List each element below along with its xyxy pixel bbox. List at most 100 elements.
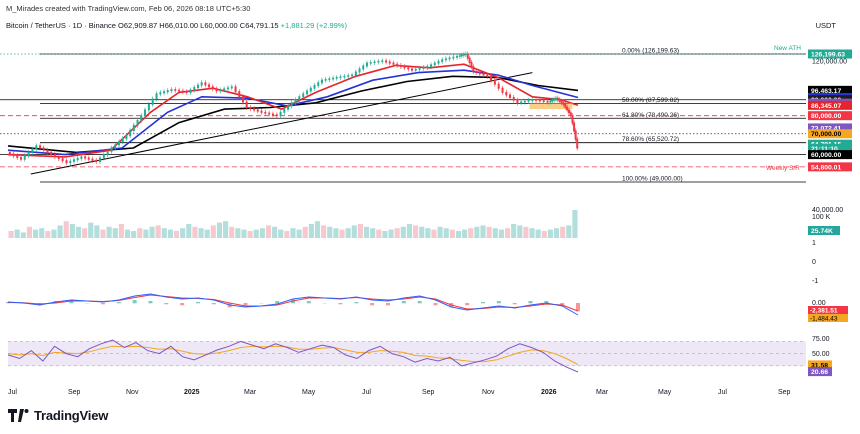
volume-bar xyxy=(39,228,45,238)
volume-bar xyxy=(137,228,143,238)
candle-body xyxy=(19,156,22,160)
candle-body xyxy=(313,84,316,89)
candle-body xyxy=(170,89,173,92)
price-axis-badge xyxy=(808,123,852,133)
price-axis-badge xyxy=(808,129,852,139)
candle-body xyxy=(241,96,244,103)
volume-bar xyxy=(210,225,216,238)
time-axis-tick: Mar xyxy=(596,389,609,396)
candle-body xyxy=(542,100,545,102)
macd-histogram-bar xyxy=(512,303,517,305)
volume-bar xyxy=(382,231,388,238)
volume-bar xyxy=(278,229,284,238)
macd-histogram-bar xyxy=(544,301,549,304)
indicator-axis-tick: -1 xyxy=(812,278,818,285)
time-axis-tick: May xyxy=(302,389,316,396)
candle-body xyxy=(466,53,469,59)
candle-body xyxy=(140,115,143,121)
volume-bar xyxy=(431,229,437,238)
candle-body xyxy=(396,63,399,66)
candle-body xyxy=(567,109,570,114)
macd-histogram-bar xyxy=(275,301,280,304)
macd-histogram-bar xyxy=(338,303,343,305)
price-axis-badge xyxy=(808,100,852,110)
volume-bar xyxy=(296,229,302,238)
candle-body xyxy=(204,82,207,86)
candle-body xyxy=(569,112,572,117)
candle-body xyxy=(69,160,72,164)
candle-body xyxy=(472,66,475,72)
candle-body xyxy=(226,87,229,90)
tradingview-logo: TradingView xyxy=(8,406,108,424)
candle-body xyxy=(392,62,395,65)
price-axis-badge-label: 73,072.41 xyxy=(811,125,841,132)
currency-label[interactable]: USDT xyxy=(815,21,836,30)
volume-bar xyxy=(241,229,247,238)
candle-body xyxy=(437,60,440,64)
candle-body xyxy=(426,66,429,68)
volume-bar xyxy=(82,228,88,238)
candle-body xyxy=(76,157,79,161)
candle-body xyxy=(576,138,579,149)
volume-bar xyxy=(443,228,449,238)
volume-bar xyxy=(247,231,253,238)
volume-bar xyxy=(198,228,204,238)
candle-body xyxy=(317,82,320,86)
volume-bar xyxy=(357,224,363,238)
candle-body xyxy=(564,103,567,108)
macd-histogram-bar xyxy=(132,300,137,304)
volume-bar xyxy=(553,228,560,238)
volume-bar xyxy=(370,228,376,238)
price-axis-badge-label: 86,345.07 xyxy=(811,103,841,110)
macd-histogram-bar xyxy=(148,301,153,304)
macd-histogram-bar xyxy=(481,302,485,304)
volume-bar xyxy=(504,228,511,238)
volume-axis-tick: 100 K xyxy=(812,214,831,221)
price-axis-badge-label: 96,463.17 xyxy=(811,88,841,95)
candle-body xyxy=(50,151,53,156)
macd-histogram-bar xyxy=(306,301,311,304)
macd-histogram-bar xyxy=(433,303,438,306)
symbol-name[interactable]: Bitcoin / TetherUS · 1D · Binance xyxy=(6,21,116,30)
candle-body xyxy=(558,99,561,102)
volume-bar xyxy=(14,229,20,238)
macd-histogram-bar xyxy=(196,302,200,304)
volume-bar xyxy=(425,228,431,238)
candle-body xyxy=(163,91,166,94)
volume-bar xyxy=(419,226,425,238)
time-axis-tick: 2026 xyxy=(541,389,557,396)
volume-bar xyxy=(45,231,51,238)
candle-body xyxy=(57,156,60,160)
volume-bar xyxy=(474,226,480,238)
candle-body xyxy=(106,150,109,156)
macd-signal-badge-label: -1,484.43 xyxy=(810,316,838,323)
volume-bar xyxy=(437,226,443,238)
volume-bar xyxy=(535,229,541,238)
candle-body xyxy=(566,106,569,111)
volume-bar xyxy=(345,228,351,238)
candle-body xyxy=(497,83,500,89)
candle-body xyxy=(46,149,49,153)
candle-body xyxy=(283,108,286,113)
price-axis-badge xyxy=(808,143,852,153)
candle-body xyxy=(136,119,139,126)
candle-body xyxy=(178,89,181,92)
candle-body xyxy=(238,91,241,98)
candle-body xyxy=(234,86,237,93)
candle-body xyxy=(211,86,214,90)
volume-bar xyxy=(517,225,523,238)
candle-body xyxy=(125,135,128,140)
indicator-axis-tick: 0 xyxy=(812,259,816,266)
rsi-badge xyxy=(808,367,832,377)
volume-bar xyxy=(106,226,112,238)
volume-bar xyxy=(161,228,167,238)
candle-body xyxy=(290,102,293,107)
candle-body xyxy=(95,159,98,163)
candle-body xyxy=(365,62,368,67)
candle-body xyxy=(531,99,534,101)
volume-bar xyxy=(94,225,100,238)
price-axis-badge xyxy=(808,162,852,172)
volume-bar xyxy=(333,228,339,238)
volume-bar xyxy=(492,228,498,238)
